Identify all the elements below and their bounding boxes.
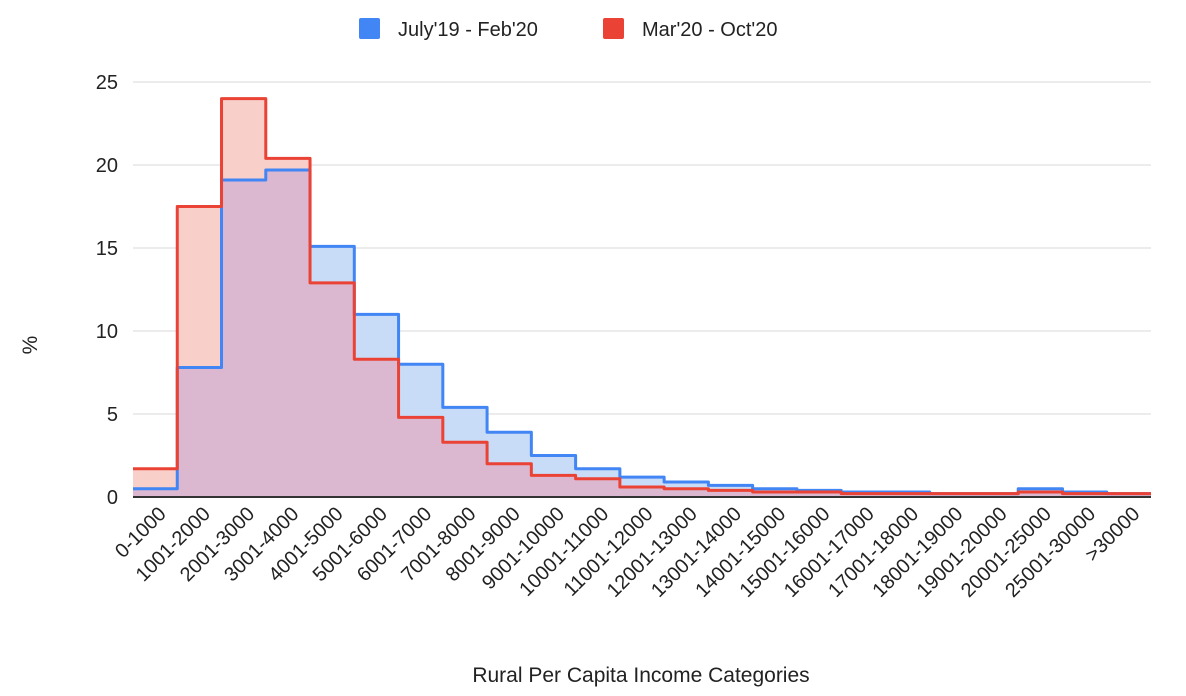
x-axis-ticks: 0-10001001-20002001-30003001-40004001-50… — [111, 503, 1144, 602]
legend-swatch — [603, 18, 624, 39]
y-tick-label: 25 — [96, 72, 118, 94]
legend: July'19 - Feb'20 Mar'20 - Oct'20 — [359, 18, 777, 41]
y-axis-title: % — [19, 336, 42, 355]
x-axis-title: Rural Per Capita Income Categories — [472, 664, 809, 687]
legend-label: July'19 - Feb'20 — [398, 19, 538, 41]
legend-label: Mar'20 - Oct'20 — [642, 19, 777, 41]
y-tick-label: 15 — [96, 238, 118, 260]
y-tick-label: 10 — [96, 321, 118, 343]
legend-swatch — [359, 18, 380, 39]
overlap-area — [133, 169, 1151, 498]
y-tick-label: 20 — [96, 155, 118, 177]
y-axis-ticks: 0 5 10 15 20 25 — [96, 72, 118, 509]
series-areas — [133, 97, 1151, 498]
series-2-line — [133, 97, 1151, 496]
y-tick-label: 0 — [107, 487, 118, 509]
y-tick-label: 5 — [107, 404, 118, 426]
